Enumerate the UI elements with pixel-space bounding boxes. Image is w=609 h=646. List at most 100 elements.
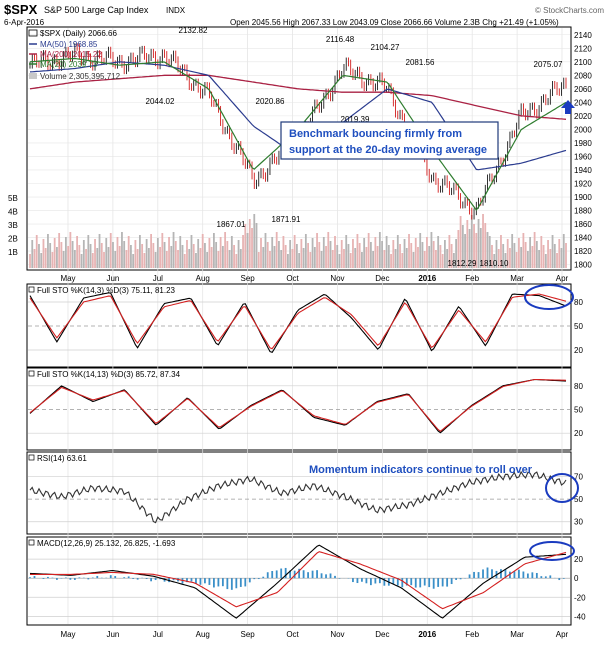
- price-tick-label: 2120: [574, 44, 592, 53]
- macd-histogram-bar: [47, 576, 49, 579]
- volume-bar: [219, 237, 222, 268]
- legend-ma50: MA(50) 1968.85: [40, 40, 98, 49]
- macd-title: MACD(12,26,9) 25.132, 26.825, -1.693: [28, 539, 176, 548]
- volume-bar: [96, 248, 99, 268]
- price-tick-label: 2060: [574, 85, 592, 94]
- volume-bar: [289, 240, 292, 268]
- volume-bar: [518, 238, 520, 268]
- macd-highlight-ellipse: [529, 541, 575, 561]
- macd-histogram-bar: [522, 571, 525, 579]
- volume-bar: [35, 235, 38, 268]
- volume-bar: [172, 232, 175, 268]
- volume-bar: [452, 253, 455, 268]
- volume-bar: [343, 249, 345, 268]
- volume-bar: [410, 243, 413, 268]
- volume-bar: [73, 250, 76, 268]
- macd-histogram-bar: [428, 578, 431, 588]
- volume-bar: [408, 234, 410, 268]
- volume-bar: [401, 253, 404, 268]
- volume-bar: [491, 245, 493, 268]
- month-label: 2016: [418, 274, 436, 283]
- price-tick-label: 1900: [574, 193, 592, 202]
- volume-bar: [295, 244, 298, 268]
- month-label: Oct: [286, 630, 299, 639]
- macd-histogram-bar: [320, 573, 323, 579]
- sto-fast-title-text: Full STO %K(14,3) %D(3) 75.11, 81.23: [37, 286, 176, 295]
- macd-histogram-bar: [468, 574, 471, 579]
- macd-histogram-bar: [51, 577, 54, 579]
- volume-bar: [130, 245, 132, 268]
- volume-bar: [466, 220, 469, 268]
- volume-bar: [141, 244, 144, 268]
- volume-bar: [538, 250, 540, 268]
- grid-layer: [28, 28, 570, 624]
- macd-histogram-bar: [78, 577, 81, 579]
- price-tick-label: 1840: [574, 234, 592, 243]
- macd-histogram-bar: [361, 578, 363, 582]
- volume-bar: [62, 251, 65, 268]
- volume-bar: [29, 254, 31, 268]
- volume-bar: [419, 233, 422, 268]
- macd-histogram-bar: [284, 567, 287, 579]
- volume-bar: [293, 235, 296, 268]
- macd-histogram-bar: [226, 578, 229, 590]
- macd-histogram-bar: [356, 578, 359, 584]
- volume-bar: [282, 236, 285, 268]
- volume-bar: [150, 234, 153, 268]
- macd-histogram-bar: [186, 578, 188, 583]
- volume-bar: [287, 254, 289, 268]
- volume-bar: [493, 254, 496, 268]
- volume-bar: [94, 239, 96, 268]
- macd-histogram-bar: [127, 576, 130, 579]
- volume-bar: [156, 238, 159, 268]
- volume-bar: [396, 235, 399, 268]
- price-tick-label: 1960: [574, 152, 592, 161]
- legend-price: $SPX (Daily) 2066.66: [40, 29, 117, 38]
- volume-bar: [53, 238, 56, 268]
- volume-bar: [511, 234, 514, 268]
- volume-bar: [307, 243, 309, 268]
- volume-bar: [329, 241, 332, 268]
- macd-histogram-bar: [392, 578, 395, 584]
- volume-bar: [540, 236, 543, 268]
- indicator-tick-label: 20: [574, 555, 583, 564]
- volume-bar: [242, 235, 244, 268]
- volume-bar: [549, 249, 552, 268]
- macd-histogram-bar: [212, 578, 215, 588]
- macd-histogram-bar: [352, 578, 354, 583]
- macd-histogram-bar: [136, 578, 139, 580]
- volume-bar: [42, 239, 45, 268]
- rsi-title-text: RSI(14) 63.61: [37, 454, 87, 463]
- macd-histogram-bar: [235, 578, 238, 589]
- macd-histogram-bar: [123, 577, 126, 579]
- price-tick-label: 1920: [574, 179, 592, 188]
- macd-signal-line: [30, 551, 567, 610]
- macd-histogram-bar: [441, 578, 444, 587]
- legend-ma200: MA(200) 2015.22: [40, 50, 102, 59]
- volume-bar: [421, 242, 424, 268]
- macd-histogram-bar: [405, 578, 408, 586]
- volume-bar: [284, 245, 287, 268]
- rsi-title: RSI(14) 63.61: [28, 454, 87, 463]
- volume-bar: [87, 235, 90, 268]
- volume-bar: [201, 234, 204, 268]
- rsi-highlight-ellipse: [545, 473, 579, 503]
- macd-histogram-bar: [383, 578, 386, 586]
- volume-bar: [118, 246, 121, 268]
- volume-bar: [186, 240, 188, 268]
- volume-bar: [264, 233, 267, 268]
- indicator-tick-label: 20: [574, 429, 583, 438]
- price-tick-label: 2100: [574, 58, 592, 67]
- volume-bar: [190, 235, 193, 268]
- volume-bar: [347, 244, 350, 268]
- volume-bar: [484, 223, 487, 268]
- volume-bar: [112, 242, 114, 268]
- volume-bar: [44, 248, 47, 268]
- volume-bar: [78, 245, 81, 268]
- volume-bar: [224, 232, 227, 268]
- price-extreme-label: 2019.39: [341, 115, 370, 124]
- volume-bar: [302, 248, 305, 268]
- volume-bar: [60, 242, 63, 268]
- momentum-annotation: Momentum indicators continue to roll ove…: [309, 464, 533, 476]
- volume-bar: [459, 216, 462, 268]
